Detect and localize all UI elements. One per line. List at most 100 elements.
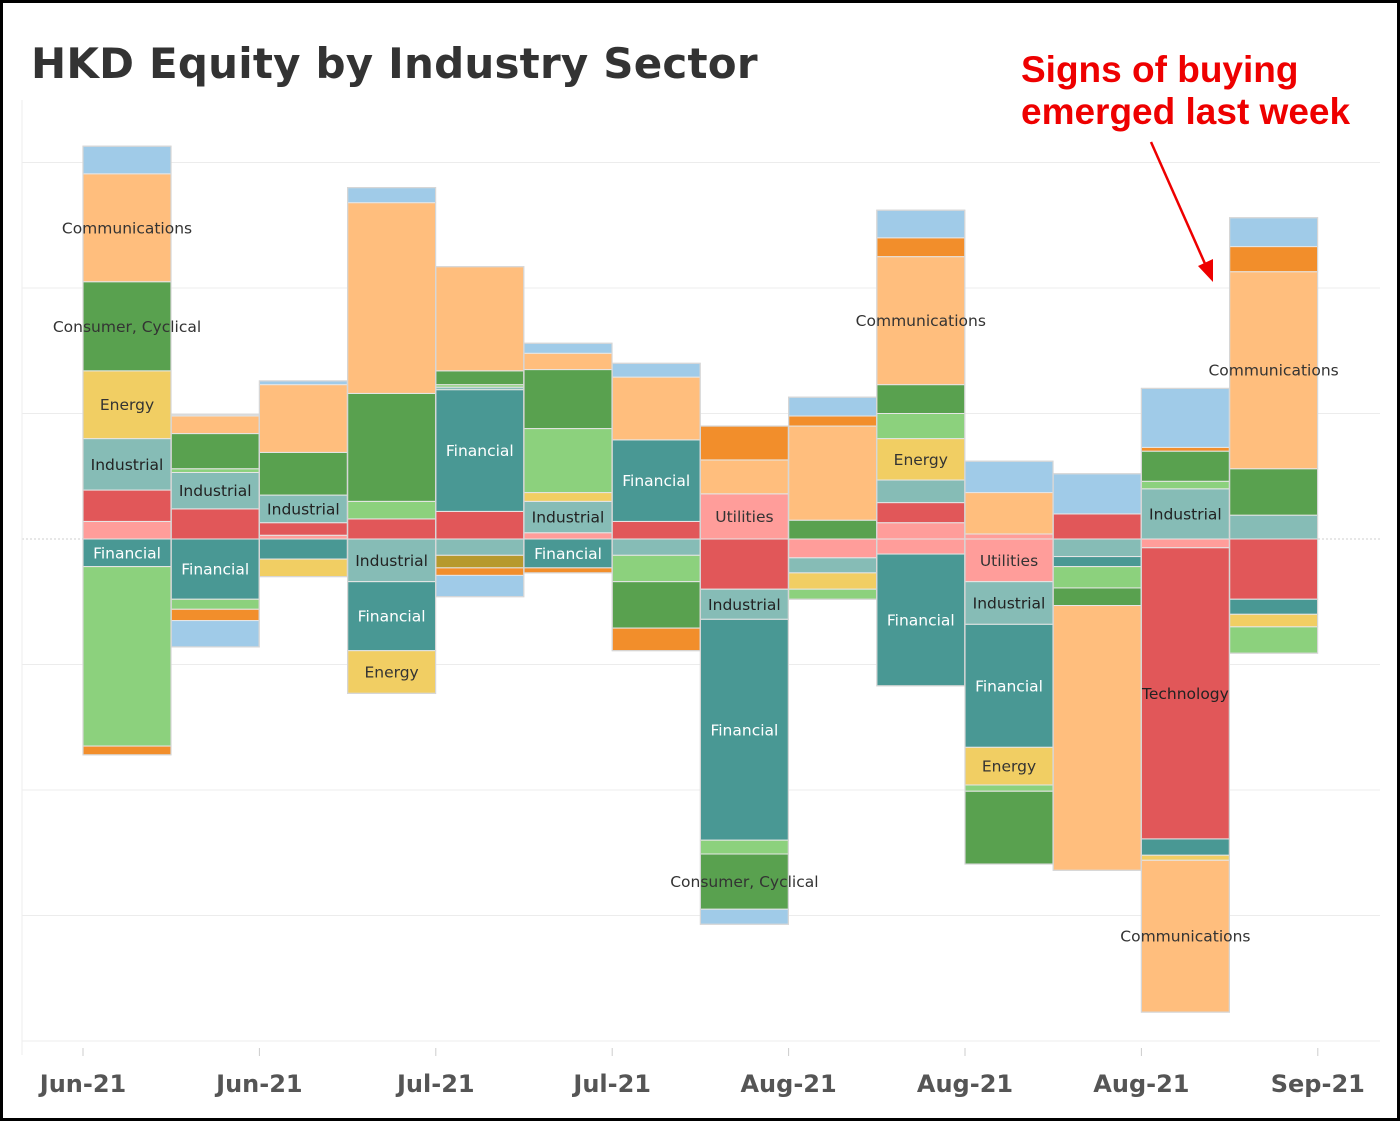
annotation-text: Signs of buying emerged last week xyxy=(1021,49,1350,133)
segment-basic-materials xyxy=(788,396,878,417)
segment-consumer-cyclical xyxy=(170,433,260,470)
segment-energy xyxy=(347,650,437,694)
segment-financial xyxy=(964,623,1054,748)
chart-title: HKD Equity by Industry Sector xyxy=(31,39,758,88)
segment-financial xyxy=(876,553,966,687)
segment-communications xyxy=(699,459,789,495)
segment-utilities xyxy=(876,538,966,555)
segment-technology xyxy=(1229,538,1319,600)
segment-consumer-non-cyclical xyxy=(788,588,878,600)
segment-financial xyxy=(347,581,437,652)
segment-industrial xyxy=(82,438,172,491)
segment-basic-materials xyxy=(876,209,966,239)
segment-label-energy: Energy xyxy=(982,758,1036,776)
segment-communications xyxy=(347,202,437,394)
segment-technology xyxy=(82,489,172,522)
segment-consumer-cyclical xyxy=(1229,468,1319,516)
segment-label-financial: Financial xyxy=(534,545,602,563)
segment-label-industrial: Industrial xyxy=(532,509,605,527)
segment-technology xyxy=(258,522,348,536)
bar-14 xyxy=(1228,217,1319,654)
segment-label-industrial: Industrial xyxy=(1149,505,1222,523)
segment-communications xyxy=(1052,605,1142,871)
segment-consumer-non-cyclical xyxy=(1052,566,1142,589)
segment-labels: Communications Consumer, Cyclical Energy In… xyxy=(53,219,1339,945)
bar-outline xyxy=(699,425,790,925)
segment-label-communications: Communications xyxy=(1120,928,1250,946)
arrow-shaft xyxy=(1149,141,1208,267)
segment-basic-materials xyxy=(170,620,260,648)
x-tick-label: Aug-21 xyxy=(917,1070,1013,1098)
segment-label-industrial: Industrial xyxy=(973,595,1046,613)
segment-label-communications: Communications xyxy=(1208,362,1338,380)
segment-technology xyxy=(170,508,260,540)
segment-industrial xyxy=(788,557,878,574)
segment-label-energy: Energy xyxy=(100,396,154,414)
segment-technology xyxy=(699,538,789,590)
segment-basic-materials xyxy=(347,187,437,204)
segment-diversified xyxy=(82,745,172,756)
segment-energy xyxy=(258,558,348,578)
segment-communications xyxy=(788,425,878,521)
segment-financial xyxy=(699,618,789,841)
segment-industrial xyxy=(611,538,701,556)
bar-6 xyxy=(523,342,613,574)
segment-basic-materials xyxy=(611,362,701,378)
x-tick-label: Sep-21 xyxy=(1271,1070,1365,1098)
segment-label-financial: Financial xyxy=(181,561,249,579)
segment-consumer-cyclical xyxy=(1052,587,1142,607)
segment-financial xyxy=(258,538,348,560)
segment-industrial xyxy=(1140,488,1230,540)
segment-utilities xyxy=(788,538,878,559)
segment-communications xyxy=(1140,859,1230,1013)
segment-consumer-cyclical xyxy=(1140,450,1230,482)
segment-consumer-non-cyclical xyxy=(523,428,613,494)
segment-label-industrial: Industrial xyxy=(708,596,781,614)
segment-industrial xyxy=(1052,538,1142,558)
segment-consumer-non-cyclical xyxy=(1229,626,1319,654)
segment-consumer-cyclical xyxy=(788,519,878,540)
segment-consumer-cyclical xyxy=(699,853,789,910)
bar-10 xyxy=(876,209,966,687)
segment-utilities xyxy=(82,520,172,540)
segment-utilities xyxy=(964,533,1054,540)
segment-financial xyxy=(170,538,260,600)
x-tick-label: Jul-21 xyxy=(571,1070,651,1098)
segment-communications xyxy=(258,384,348,453)
bar-9 xyxy=(787,396,878,600)
segment-consumer-cyclical xyxy=(347,392,437,502)
bar-outline xyxy=(1140,387,1231,1013)
segment-energy xyxy=(788,572,878,590)
segment-financial xyxy=(523,538,613,569)
x-tick-label: Aug-21 xyxy=(740,1070,836,1098)
x-tick-label: Jul-21 xyxy=(395,1070,475,1098)
segment-diversified xyxy=(1229,246,1319,273)
segment-label-financial: Financial xyxy=(93,544,161,562)
segment-label-financial: Financial xyxy=(710,721,778,739)
segment-diversified xyxy=(435,567,525,576)
segment-basic-materials xyxy=(435,574,525,598)
x-tick-label: Aug-21 xyxy=(1093,1070,1189,1098)
segment-diversified xyxy=(788,415,878,427)
segment-consumer-non-cyclical xyxy=(170,468,260,473)
segment-label-industrial: Industrial xyxy=(91,456,164,474)
segment-basic-materials xyxy=(964,460,1054,494)
segment-basic-materials xyxy=(523,342,613,354)
segment-diversified xyxy=(876,237,966,258)
segment-energy xyxy=(964,746,1054,786)
bar-11 xyxy=(964,460,1054,865)
segment-financial xyxy=(1140,838,1230,856)
bar-5 xyxy=(435,266,525,598)
segment-label-financial: Financial xyxy=(446,442,514,460)
segment-utilities xyxy=(876,522,966,540)
arrow-head xyxy=(1198,259,1213,282)
segment-utilities xyxy=(523,532,613,540)
segment-financial xyxy=(1052,556,1142,568)
segment-financial xyxy=(82,538,172,568)
segment-consumer-non-cyclical xyxy=(876,413,966,440)
segment-label-consumer-cyclical: Consumer, Cyclical xyxy=(670,873,818,891)
segment-technology xyxy=(611,520,701,540)
segment-communications xyxy=(170,415,260,435)
segment-label-communications: Communications xyxy=(856,312,986,330)
